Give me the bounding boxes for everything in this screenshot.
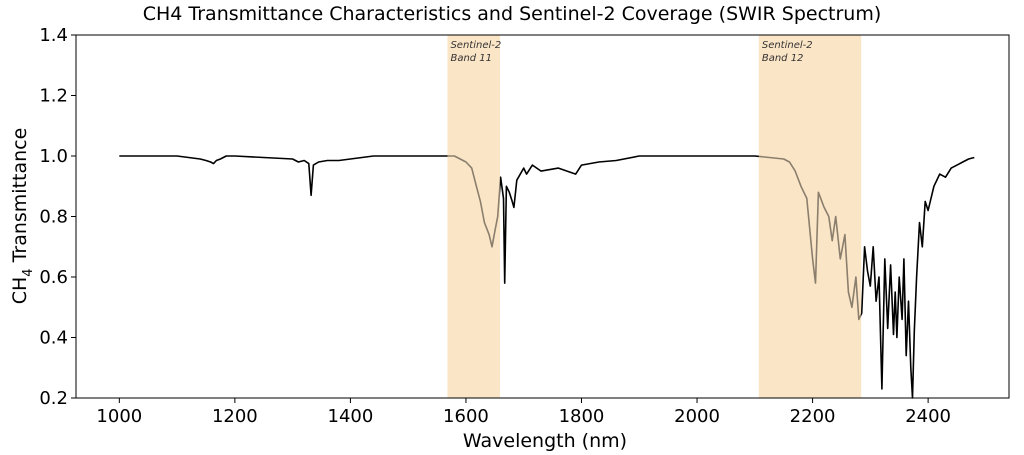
x-tick-label: 1600 xyxy=(443,406,489,427)
y-axis-ticks: 0.2 0.4 0.6 0.8 1.0 1.2 1.4 xyxy=(39,25,76,409)
x-tick-label: 2200 xyxy=(790,406,836,427)
y-axis-label-main: CH xyxy=(9,277,31,305)
y-tick-label: 0.4 xyxy=(39,328,68,349)
y-tick-label: 0.8 xyxy=(39,207,68,228)
x-axis-ticks: 1000 1200 1400 1600 1800 2000 2200 2400 xyxy=(96,398,951,427)
x-tick-label: 1800 xyxy=(559,406,605,427)
band-2-overlay xyxy=(758,35,862,398)
x-tick-label: 1400 xyxy=(328,406,374,427)
y-axis-label-rest: Transmittance xyxy=(9,128,31,269)
x-axis-label: Wavelength (nm) xyxy=(463,430,627,452)
x-tick-label: 1000 xyxy=(96,406,142,427)
y-axis-label: CH4 Transmittance xyxy=(9,128,36,305)
transmittance-series xyxy=(119,35,975,399)
y-axis-label-subscript: 4 xyxy=(21,268,36,276)
y-tick-label: 0.6 xyxy=(39,267,68,288)
band-1-overlay xyxy=(447,35,501,398)
x-tick-label: 1200 xyxy=(212,406,258,427)
y-tick-label: 1.0 xyxy=(39,146,68,167)
band-2-label-line1: Sentinel-2 xyxy=(762,40,813,51)
band-1-label-line2: Band 11 xyxy=(450,53,492,64)
band-2-label-line2: Band 12 xyxy=(762,53,804,64)
y-tick-label: 0.2 xyxy=(39,388,68,409)
y-tick-label: 1.2 xyxy=(39,86,68,107)
x-tick-label: 2000 xyxy=(674,406,720,427)
chart-title: CH4 Transmittance Characteristics and Se… xyxy=(143,3,882,25)
band-1-label-line1: Sentinel-2 xyxy=(450,40,501,51)
x-tick-label: 2400 xyxy=(905,406,951,427)
y-tick-label: 1.4 xyxy=(39,25,68,46)
band-labels: Sentinel-2 Band 11 Sentinel-2 Band 12 xyxy=(450,40,812,64)
plot-frame xyxy=(75,34,1010,399)
